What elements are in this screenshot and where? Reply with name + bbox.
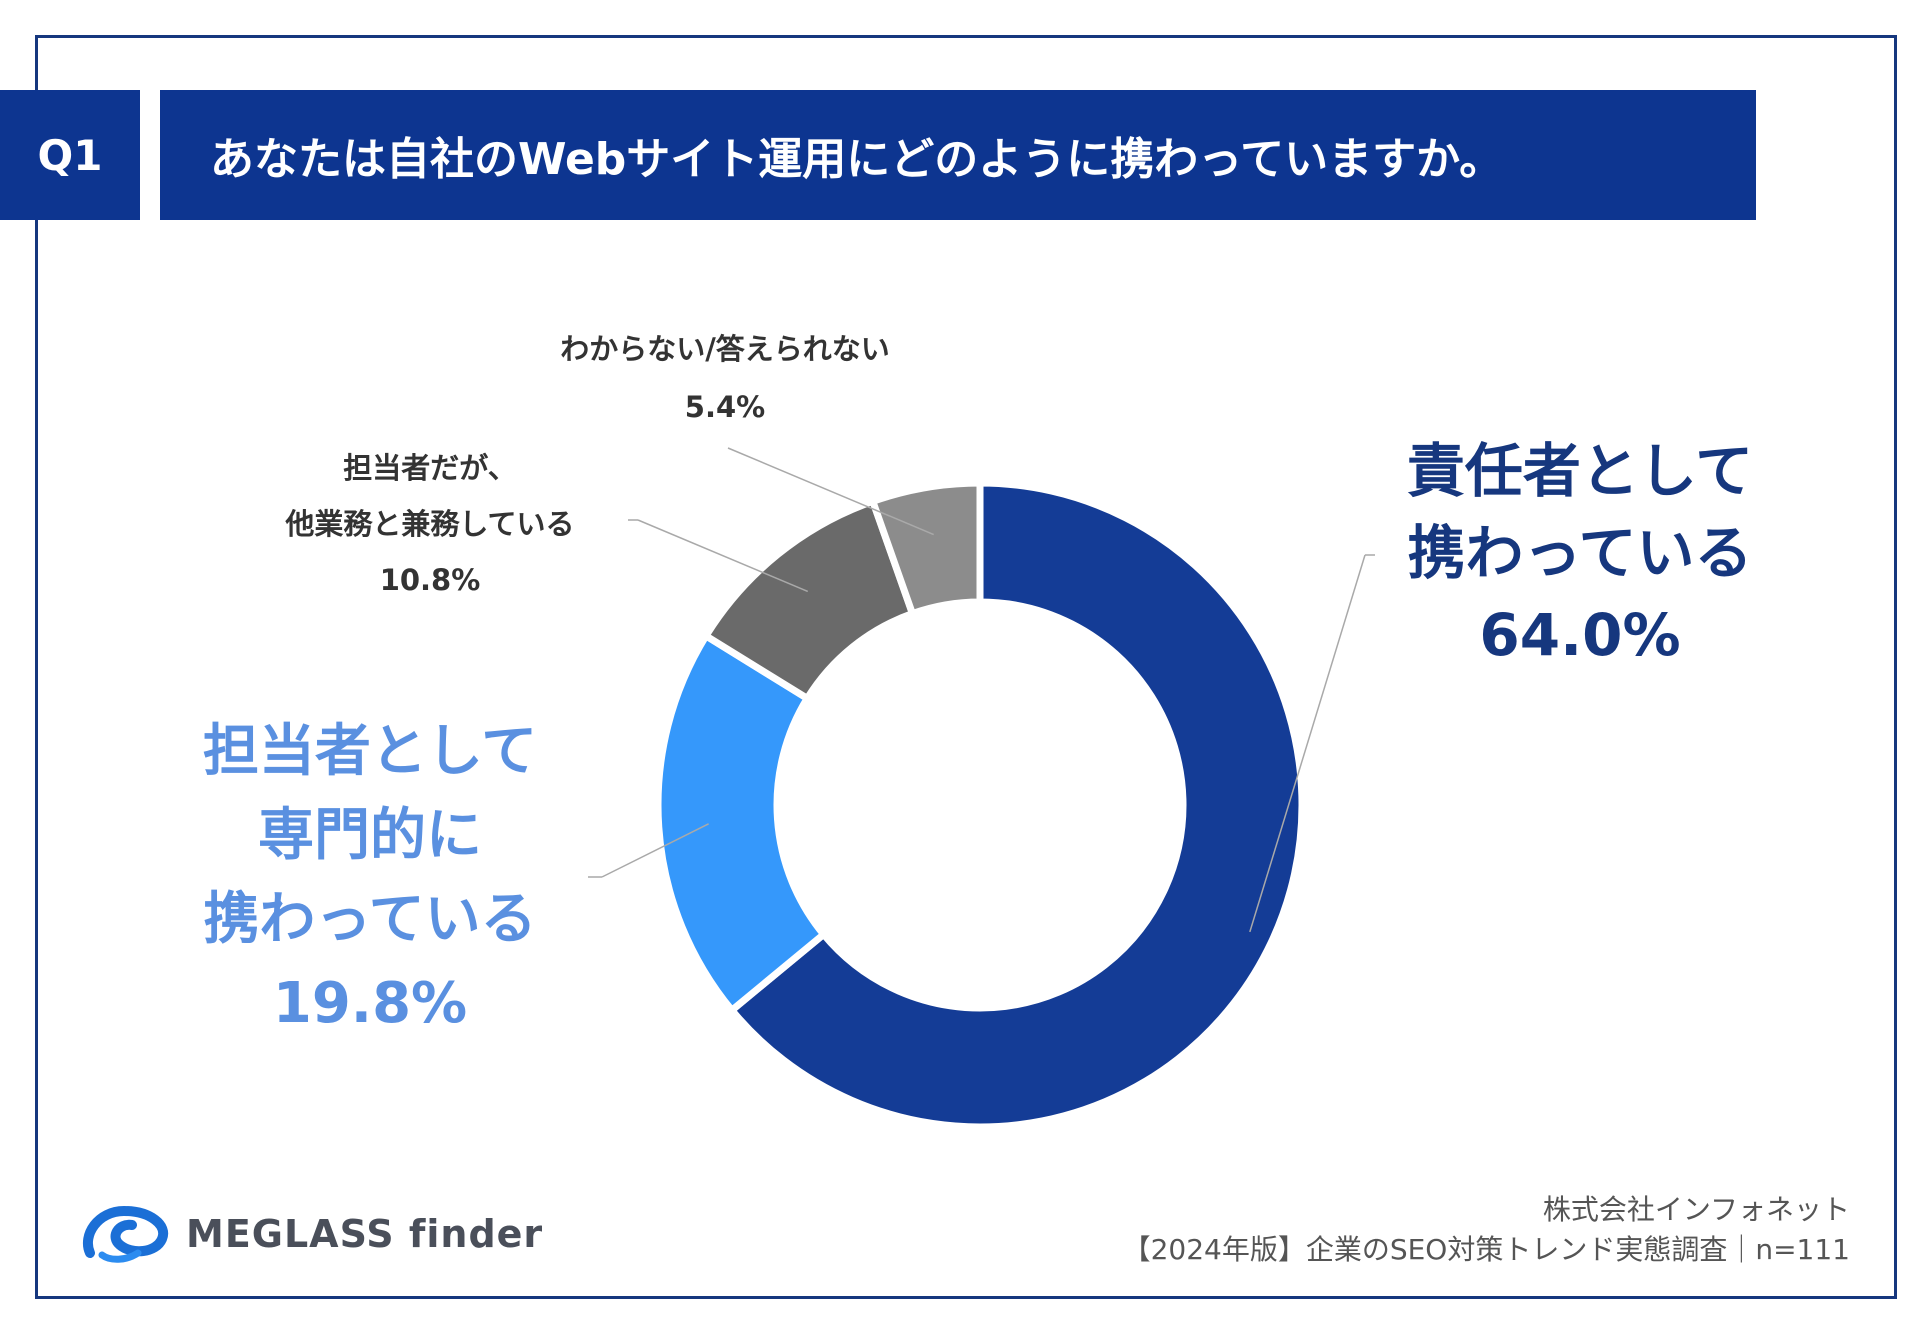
donut-slice-dk	[868, 479, 984, 619]
label-dedicated: 担当者として 専門的に 携わっている 19.8%	[120, 710, 620, 1046]
brand-name: MEGLASS finder	[186, 1212, 544, 1256]
donut-slice-mgr	[726, 479, 1306, 1131]
label-concurrent-value: 10.8%	[379, 563, 481, 597]
leader-line-dk	[727, 447, 934, 536]
leader-line-mgr	[1249, 554, 1366, 933]
label-unknown-line: わからない/答えられない	[560, 332, 890, 366]
company-name: 株式会社インフォネット	[1542, 1193, 1850, 1226]
question-title: あなたは自社のWebサイト運用にどのように携わっていますか。	[160, 90, 1756, 220]
source-note: 株式会社インフォネット 【2024年版】企業のSEO対策トレンド実態調査｜n=1…	[1123, 1190, 1850, 1270]
label-manager: 責任者として 携わっている 64.0%	[1330, 430, 1830, 676]
label-concurrent-line: 担当者だが、	[343, 451, 517, 485]
label-manager-line: 責任者として	[1406, 437, 1754, 505]
label-unknown-value: 5.4%	[684, 390, 766, 424]
donut-slice-dedi	[654, 631, 829, 1016]
label-dedicated-line: 専門的に	[258, 803, 482, 868]
label-concurrent-line: 他業務と兼務している	[285, 507, 575, 541]
label-dedicated-line: 担当者として	[202, 719, 538, 784]
label-unknown: わからない/答えられない 5.4%	[440, 320, 1010, 436]
chart-frame	[35, 35, 1897, 1299]
question-number-badge: Q1	[0, 90, 140, 220]
label-dedicated-value: 19.8%	[272, 971, 468, 1036]
leader-line-dedi	[601, 823, 709, 878]
label-dedicated-line: 携わっている	[203, 887, 537, 952]
meglass-logo-icon	[83, 1205, 169, 1263]
label-manager-line: 携わっている	[1407, 519, 1753, 587]
survey-source: 【2024年版】企業のSEO対策トレンド実態調査｜n=111	[1122, 1233, 1850, 1266]
label-manager-value: 64.0%	[1479, 601, 1681, 669]
leader-line-other	[637, 519, 809, 593]
label-concurrent: 担当者だが、 他業務と兼務している 10.8%	[190, 440, 670, 608]
brand-logo: MEGLASS finder	[80, 1205, 543, 1263]
